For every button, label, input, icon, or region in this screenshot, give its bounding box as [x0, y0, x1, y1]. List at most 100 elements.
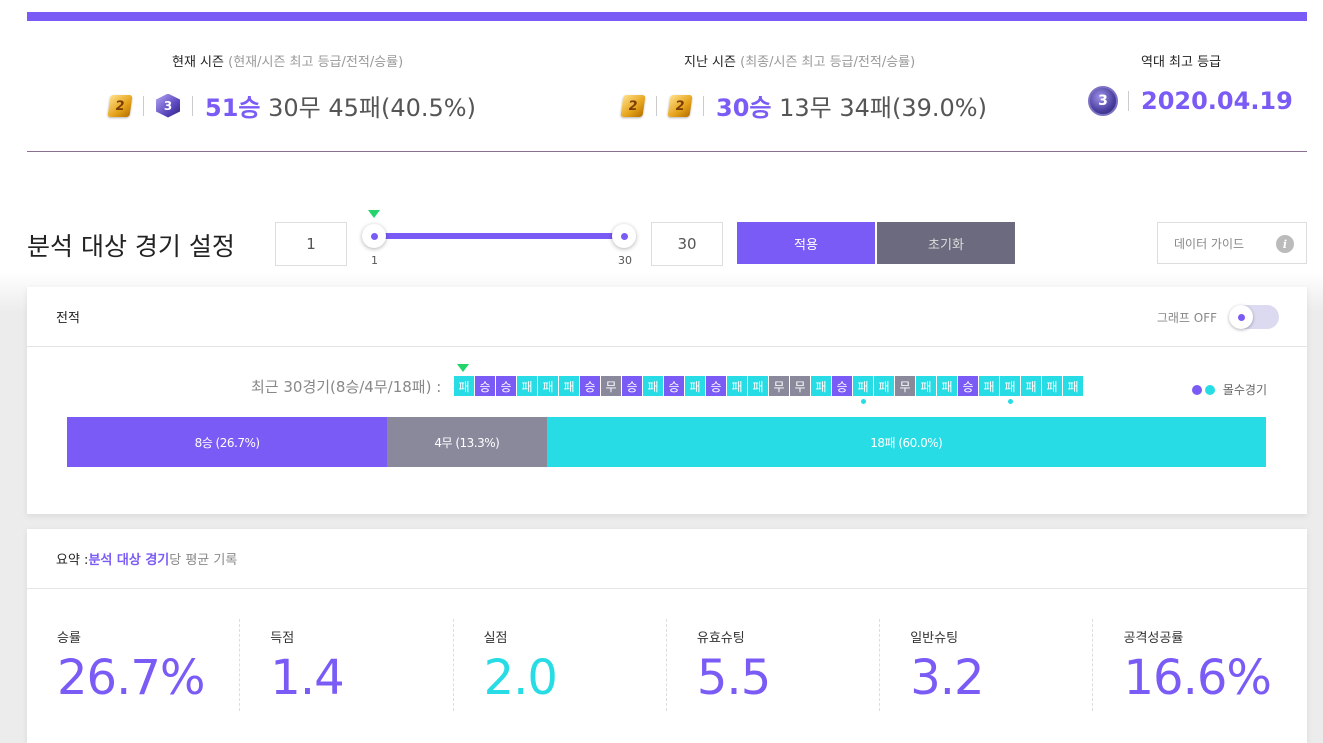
stat-value: 26.7%	[57, 650, 205, 706]
graph-toggle-switch[interactable]	[1229, 305, 1279, 329]
result-cell[interactable]: 승	[622, 376, 642, 396]
result-cell[interactable]: 패	[811, 376, 831, 396]
marker-dot-icon	[861, 399, 866, 404]
previous-season-label: 지난 시즌	[684, 55, 736, 70]
result-cell[interactable]: 패	[727, 376, 747, 396]
result-cell[interactable]: 패	[853, 376, 873, 404]
data-guide-button[interactable]: 데이터 가이드 i	[1157, 222, 1307, 264]
result-cell[interactable]: 패	[454, 376, 474, 396]
current-season-subtitle: (현재/시즌 최고 등급/전적/승률)	[228, 55, 404, 70]
result-cell[interactable]: 패	[748, 376, 768, 396]
graph-toggle-group: 그래프 OFF	[1157, 305, 1279, 329]
result-cell[interactable]: 패	[559, 376, 579, 396]
stat-value: 5.5	[696, 650, 771, 706]
result-cell[interactable]: 패	[1063, 376, 1083, 396]
divider	[192, 95, 193, 116]
divider	[143, 95, 144, 116]
summary-suffix: 당 평균 기록	[169, 553, 238, 568]
ratio-segment-win: 8승 (26.7%)	[67, 417, 388, 467]
apply-button[interactable]: 적용	[737, 222, 875, 264]
legend: 몰수경기	[1191, 381, 1267, 398]
result-cell[interactable]: 패	[538, 376, 558, 396]
result-ratio-bar: 8승 (26.7%) 4무 (13.3%) 18패 (60.0%)	[67, 417, 1266, 467]
divider	[703, 95, 704, 116]
toggle-knob	[1229, 305, 1253, 329]
result-cell[interactable]: 승	[664, 376, 684, 396]
best-rank-date: 2020.04.19	[1141, 87, 1293, 115]
result-cell[interactable]: 승	[475, 376, 495, 396]
result-cell[interactable]: 무	[790, 376, 810, 396]
stat-label: 유효슈팅	[696, 631, 745, 646]
best-rank-row: 3 2020.04.19	[1088, 86, 1293, 116]
range-end-input[interactable]: 30	[651, 222, 723, 266]
stat-label: 승률	[57, 631, 81, 646]
best-rank-title: 역대 최고 등급	[1141, 55, 1222, 70]
stat-value: 3.2	[910, 650, 984, 706]
result-cell[interactable]: 무	[895, 376, 915, 396]
analysis-title: 분석 대상 경기 설정	[27, 232, 235, 261]
stat-label: 득점	[270, 631, 295, 646]
slider-tick-end: 30	[618, 254, 632, 267]
previous-season-title: 지난 시즌 (최종/시즌 최고 등급/전적/승률)	[684, 51, 915, 70]
previous-season-rest: 13무 34패(39.0%)	[771, 94, 987, 122]
stat-label: 일반슈팅	[910, 631, 959, 646]
ratio-segment-draw: 4무 (13.3%)	[387, 417, 547, 467]
result-cell[interactable]: 승	[496, 376, 516, 396]
result-cell[interactable]: 패	[1042, 376, 1062, 396]
latest-game-marker-icon	[457, 364, 469, 372]
info-icon: i	[1276, 235, 1294, 253]
result-cell[interactable]: 패	[685, 376, 705, 396]
stat-item: 득점 1.4	[240, 619, 454, 711]
reset-button[interactable]: 초기화	[877, 222, 1015, 264]
record-title: 전적	[56, 311, 80, 326]
prev-season-best-rank-badge-icon: 2	[667, 94, 693, 117]
summary-stats: 승률 26.7% 득점 1.4 실점 2.0 유효슈팅 5.5 일반슈팅 3.2 공격성공률 16.6…	[27, 589, 1307, 711]
graph-toggle-label: 그래프 OFF	[1156, 310, 1217, 325]
section-divider	[27, 151, 1307, 152]
stat-value: 16.6%	[1123, 650, 1271, 706]
result-cell[interactable]: 승	[706, 376, 726, 396]
result-cell[interactable]: 승	[580, 376, 600, 396]
current-season-title: 현재 시즌 (현재/시즌 최고 등급/전적/승률)	[172, 51, 403, 70]
divider	[656, 95, 657, 116]
result-cell[interactable]: 패	[937, 376, 957, 396]
season-best-rank-badge-icon: 3	[156, 93, 180, 118]
result-cell[interactable]: 무	[601, 376, 621, 396]
current-season-row: 2 3 51승 30무 45패(40.5%)	[107, 88, 476, 123]
result-cell[interactable]: 패	[979, 376, 999, 396]
result-cell[interactable]: 승	[958, 376, 978, 396]
result-cell[interactable]: 승	[832, 376, 852, 396]
stat-item: 실점 2.0	[454, 619, 667, 711]
current-season-wins: 51승	[205, 94, 261, 122]
summary-accent: 분석 대상 경기	[88, 553, 170, 568]
stat-item: 일반슈팅 3.2	[880, 619, 1094, 711]
stat-label: 실점	[483, 631, 508, 646]
result-cell[interactable]: 패	[517, 376, 537, 396]
previous-season-row: 2 2 30승 13무 34패(39.0%)	[620, 88, 987, 123]
result-cell[interactable]: 패	[1021, 376, 1041, 396]
result-cell[interactable]: 패	[1000, 376, 1020, 404]
result-cell[interactable]: 무	[769, 376, 789, 396]
best-rank-badge-icon: 3	[1088, 86, 1118, 116]
current-season-record: 51승 30무 45패(40.5%)	[205, 88, 476, 123]
result-cell[interactable]: 패	[916, 376, 936, 396]
range-slider-end-handle[interactable]	[612, 224, 636, 248]
summary-prefix: 요약 :	[56, 553, 89, 568]
previous-season-subtitle: (최종/시즌 최고 등급/전적/승률)	[740, 55, 916, 70]
range-slider-track[interactable]	[374, 233, 624, 239]
current-season-rest: 30무 45패(40.5%)	[260, 94, 476, 122]
summary-card: 요약 : 분석 대상 경기 당 평균 기록 승률 26.7% 득점 1.4 실점 2.0 유…	[27, 529, 1307, 743]
result-cell[interactable]: 패	[643, 376, 663, 396]
current-rank-badge-icon: 2	[107, 94, 133, 117]
legend-label: 몰수경기	[1222, 383, 1267, 397]
stat-item: 승률 26.7%	[27, 619, 241, 711]
previous-season-record: 30승 13무 34패(39.0%)	[716, 88, 987, 123]
result-cell[interactable]: 패	[874, 376, 894, 396]
stat-value: 1.4	[270, 650, 344, 706]
range-start-input[interactable]: 1	[275, 222, 347, 266]
summary-header: 요약 : 분석 대상 경기 당 평균 기록	[27, 529, 1307, 589]
range-slider-start-handle[interactable]	[362, 224, 386, 248]
